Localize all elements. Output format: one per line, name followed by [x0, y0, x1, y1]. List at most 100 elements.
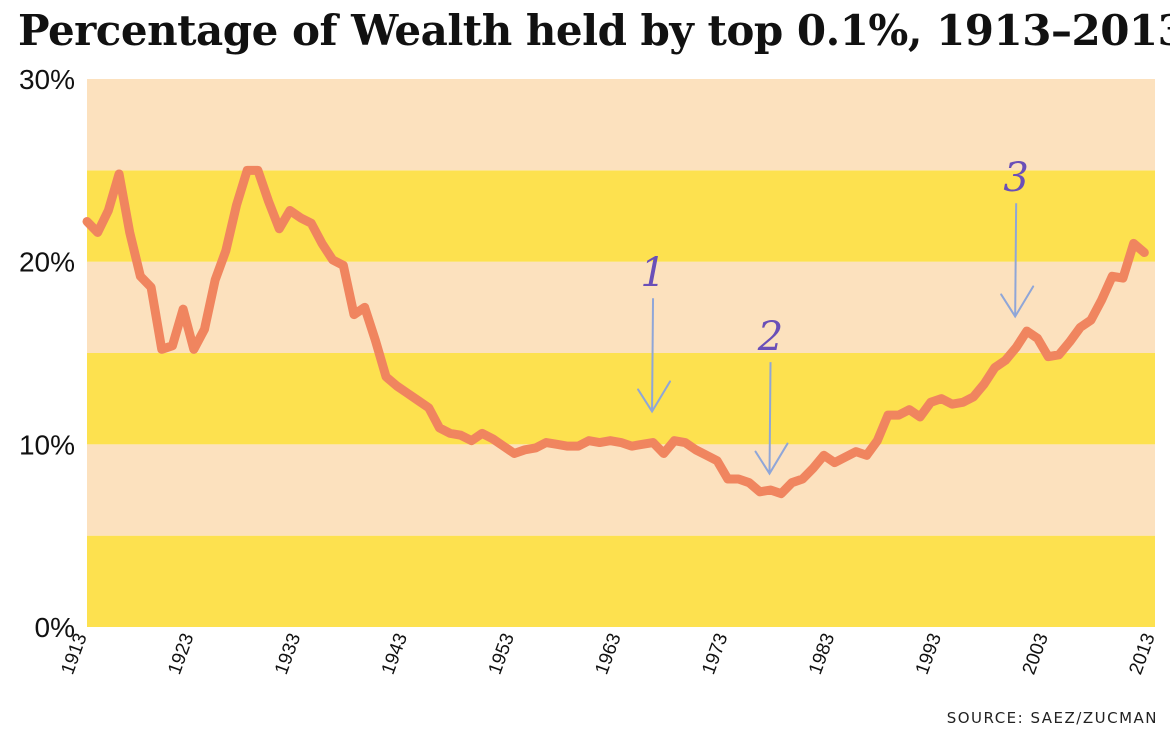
data-point: [1142, 250, 1147, 255]
background-band: [87, 535, 1155, 627]
x-tick-label: 1993: [912, 631, 946, 678]
data-point: [1056, 352, 1061, 357]
data-point: [405, 391, 410, 396]
data-point: [918, 414, 923, 419]
data-point: [362, 305, 367, 310]
annotation-label: 3: [1003, 155, 1028, 201]
data-point: [234, 203, 239, 208]
data-point: [1024, 329, 1029, 334]
annotations: 1 2 3: [637, 155, 1035, 476]
data-point: [426, 405, 431, 410]
data-point: [1131, 241, 1136, 246]
data-point: [779, 491, 784, 496]
data-point: [886, 413, 890, 418]
data-point: [843, 455, 848, 460]
data-point: [85, 219, 89, 224]
data-point: [223, 248, 228, 253]
data-point: [117, 171, 122, 176]
data-point: [992, 365, 997, 370]
series-line: [82, 165, 1149, 499]
data-point: [319, 241, 324, 246]
data-point: [255, 168, 260, 173]
data-point: [928, 400, 933, 405]
data-point: [458, 433, 463, 438]
data-point: [127, 230, 132, 235]
y-tick-label: 20%: [19, 247, 75, 278]
data-point: [287, 208, 292, 213]
data-point: [1120, 276, 1125, 281]
data-point: [640, 442, 645, 447]
data-point: [277, 226, 282, 231]
data-point: [629, 444, 634, 449]
data-point: [245, 168, 250, 173]
data-point: [800, 477, 805, 482]
data-point: [811, 466, 816, 471]
data-point: [554, 442, 559, 447]
data-point: [576, 444, 581, 449]
data-point: [1099, 298, 1104, 303]
data-point: [309, 221, 314, 226]
x-axis-ticks: 1913 1923 1933 1943 1953 1963 1973 1983 1993 2003…: [58, 631, 1160, 678]
data-point: [672, 438, 677, 443]
x-tick-label: 1953: [485, 631, 519, 678]
data-point: [181, 307, 186, 312]
data-point: [384, 374, 389, 379]
data-point: [1014, 345, 1019, 350]
data-point: [715, 458, 720, 463]
data-point: [490, 436, 495, 441]
data-point: [202, 327, 207, 332]
data-point: [1088, 318, 1093, 323]
source-note: SOURCE: SAEZ/ZUCMAN: [946, 709, 1158, 727]
data-point: [448, 431, 453, 436]
data-point: [544, 440, 549, 445]
data-point: [950, 402, 955, 407]
data-point: [149, 285, 154, 290]
data-point: [95, 230, 100, 235]
data-point: [512, 451, 517, 456]
data-point: [821, 453, 826, 458]
background-band: [87, 261, 1155, 353]
data-point: [170, 343, 175, 348]
chart-title: Percentage of Wealth held by top 0.1%, 1…: [18, 6, 1170, 55]
data-point: [619, 440, 623, 445]
x-tick-label: 1983: [805, 631, 839, 678]
data-point: [736, 477, 741, 482]
data-point: [1003, 358, 1008, 363]
data-point: [661, 451, 666, 456]
data-point: [266, 199, 271, 204]
data-point: [683, 440, 688, 445]
data-point: [341, 263, 346, 268]
background-band: [87, 444, 1155, 536]
data-point: [330, 257, 335, 262]
data-point: [971, 394, 976, 399]
data-point: [864, 453, 869, 458]
data-point: [747, 480, 752, 485]
data-point: [896, 413, 901, 418]
annotation-label: 2: [757, 314, 783, 360]
data-point: [608, 438, 613, 443]
x-tick-label: 1973: [698, 631, 732, 678]
data-point: [725, 477, 730, 482]
data-point: [501, 444, 506, 449]
x-tick-label: 1933: [271, 631, 305, 678]
data-point: [373, 338, 378, 343]
x-tick-label: 2003: [1019, 631, 1053, 678]
data-point: [939, 396, 944, 401]
y-tick-label: 10%: [19, 429, 75, 460]
y-tick-label: 0%: [35, 612, 75, 643]
data-point: [191, 347, 196, 352]
data-point: [1046, 354, 1051, 359]
data-point: [106, 208, 111, 213]
annotation-arrow-head: [1000, 285, 1035, 319]
x-tick-label: 1963: [592, 631, 626, 678]
data-point: [907, 407, 912, 412]
data-point: [789, 480, 794, 485]
data-point: [1035, 336, 1040, 341]
x-tick-label: 1943: [378, 631, 412, 678]
data-point: [982, 382, 987, 387]
annotation-label: 1: [640, 250, 665, 296]
data-point: [693, 447, 698, 452]
data-point: [533, 445, 538, 450]
annotation-arrow-head: [637, 380, 672, 414]
annotation-arrow-shaft: [651, 298, 655, 412]
